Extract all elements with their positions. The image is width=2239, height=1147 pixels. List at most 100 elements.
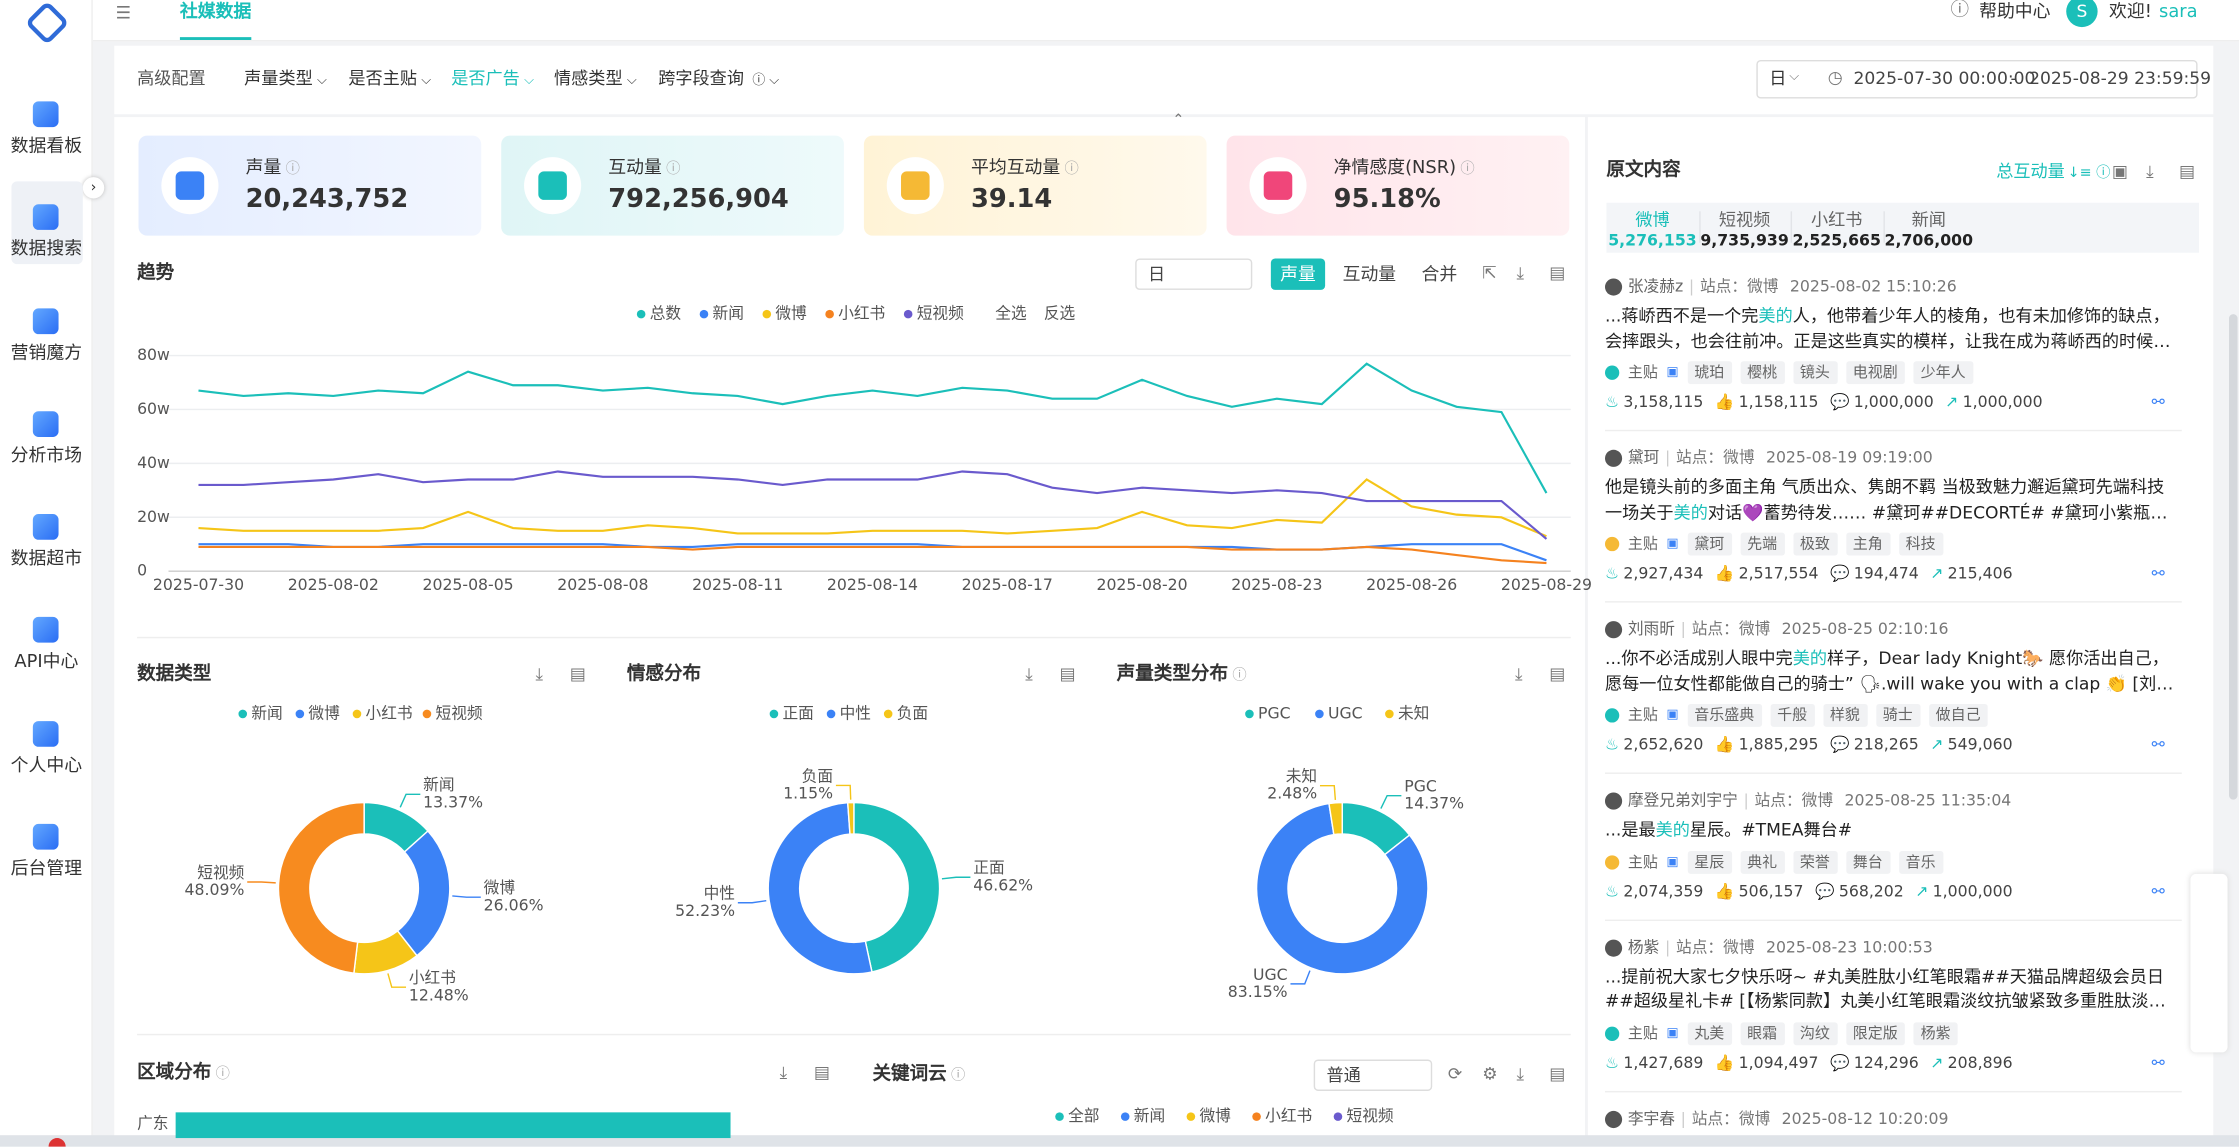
filter-dropdown[interactable]: 跨字段查询 ⓘ ⌵ — [658, 68, 780, 89]
tag[interactable]: 千般 — [1769, 703, 1815, 727]
post-author[interactable]: 摩登兄弟刘宇宁 — [1627, 791, 1738, 810]
tab-label[interactable]: 新闻 — [1911, 209, 1946, 230]
doc-icon[interactable]: ▤ — [813, 1062, 831, 1083]
nav-item[interactable]: 数据看板 — [10, 134, 83, 156]
post-author[interactable]: 刘雨昕 — [1627, 619, 1675, 639]
filter-dropdown[interactable]: 情感类型 ⌵ — [554, 68, 637, 89]
separator: | — [1743, 791, 1749, 810]
doc-icon[interactable]: ▤ — [1549, 262, 1566, 283]
tag[interactable]: 典礼 — [1739, 850, 1785, 874]
tag[interactable]: 杨紫 — [1913, 1021, 1958, 1045]
link-icon[interactable]: ⚯ — [2151, 1053, 2165, 1072]
nav-item[interactable]: 后台管理 — [10, 856, 83, 879]
tab-label[interactable]: 小红书 — [1810, 209, 1863, 230]
collapse-caret[interactable]: ⌃ — [1172, 112, 1185, 129]
download-icon[interactable]: ⤓ — [779, 1062, 788, 1083]
tag[interactable]: 骑士 — [1875, 703, 1920, 727]
post-stats: ♨ 2,074,359 👍 506,157 💬 568,202 ↗ 1,000,000 ⚯ — [1605, 879, 2176, 905]
stat-icon: 💬 — [1829, 735, 1850, 754]
tag[interactable]: 樱桃 — [1739, 361, 1785, 385]
export-icon[interactable]: ⇱ — [1482, 262, 1497, 283]
nav-item[interactable]: 数据超市 — [10, 546, 83, 569]
doc-icon[interactable]: ▤ — [1549, 1063, 1566, 1084]
tag[interactable]: 眼霜 — [1739, 1021, 1785, 1045]
advanced-config[interactable]: 高级配置 — [137, 68, 206, 89]
help-icon[interactable]: ⓘ — [1950, 0, 1970, 22]
download-icon[interactable]: ⤓ — [1025, 663, 1033, 684]
mode-button[interactable]: 互动量 — [1342, 262, 1397, 285]
doc-icon[interactable]: ▤ — [2179, 161, 2196, 182]
doc-icon[interactable]: ▤ — [1549, 663, 1566, 684]
nav-item[interactable]: 分析市场 — [10, 444, 83, 466]
download-icon[interactable]: ⤓ — [1516, 1063, 1525, 1084]
tag[interactable]: 镜头 — [1792, 361, 1838, 385]
nav-item[interactable]: 个人中心 — [10, 753, 83, 776]
link-icon[interactable]: ⚯ — [2151, 735, 2165, 754]
post-author[interactable]: 张凌赫z — [1627, 277, 1684, 296]
clock-icon[interactable]: ◷ — [1827, 67, 1843, 88]
collapse-button[interactable]: › — [82, 177, 105, 199]
tab-label[interactable]: 微博 — [1635, 209, 1670, 230]
tag[interactable]: 黛珂 — [1687, 532, 1732, 556]
tag[interactable]: 荣誉 — [1792, 850, 1838, 874]
chevron[interactable]: ⌵ — [1789, 69, 1799, 85]
download-icon[interactable]: ⤓ — [535, 663, 544, 684]
sort-button[interactable]: 总互动量 ↓≡ ⓘ — [1996, 161, 2111, 182]
download-icon[interactable]: ⤓ — [1516, 262, 1525, 283]
date-start[interactable]: 2025-07-30 00:00:00 — [1853, 68, 2036, 89]
tag[interactable]: 极致 — [1792, 532, 1838, 556]
granularity[interactable]: 日 — [1769, 68, 1787, 89]
post-author[interactable]: 李宇春 — [1627, 1108, 1675, 1128]
tab[interactable]: 社媒数据 — [179, 0, 252, 40]
filter-dropdown[interactable]: 是否广告 ⌵ — [451, 68, 534, 89]
tag[interactable]: 样貌 — [1822, 703, 1868, 727]
help-link[interactable]: 帮助中心 — [1979, 0, 2051, 22]
doc-icon[interactable]: ▤ — [1059, 663, 1076, 684]
settings-icon[interactable]: ⚙ — [1482, 1063, 1498, 1084]
granularity-select[interactable]: 日 — [1135, 258, 1253, 290]
post-tags: 主贴 ▣ 丸美 眼霜 沟纹 限定版 杨紫 — [1604, 1020, 2182, 1046]
mode-button[interactable]: 合并 — [1421, 262, 1458, 285]
link-icon[interactable]: ⚯ — [2151, 392, 2165, 412]
user-name[interactable]: sara — [2159, 0, 2198, 22]
tag[interactable]: 主角 — [1845, 532, 1890, 556]
kpi-label: 净情感度(NSR) ⓘ — [1333, 155, 1475, 178]
filter-dropdown[interactable]: 是否主贴 ⌵ — [348, 68, 432, 89]
tag[interactable]: 科技 — [1898, 532, 1943, 556]
date-end[interactable]: 2025-08-29 23:59:59 — [2029, 68, 2212, 89]
tag[interactable]: 电视剧 — [1845, 361, 1905, 385]
nav-item[interactable]: 营销魔方 — [10, 341, 83, 363]
mode-button[interactable]: 声量 — [1270, 258, 1326, 290]
download-icon[interactable]: ⤓ — [2146, 161, 2154, 182]
post-author[interactable]: 黛珂 — [1627, 448, 1660, 467]
link-icon[interactable]: ⚯ — [2151, 564, 2165, 583]
tag[interactable]: 沟纹 — [1792, 1021, 1838, 1045]
post-author[interactable]: 杨紫 — [1627, 937, 1660, 956]
nav-item[interactable]: 数据搜索 — [10, 237, 83, 259]
mode-select[interactable]: 普通 — [1313, 1059, 1433, 1091]
tag[interactable]: 音乐 — [1898, 850, 1943, 874]
tag[interactable]: 音乐盛典 — [1687, 703, 1762, 727]
menu-icon[interactable]: ☰ — [115, 2, 132, 23]
filter-dropdown[interactable]: 声量类型 ⌵ — [244, 68, 327, 89]
avatar[interactable]: S — [2066, 0, 2098, 28]
link-icon[interactable]: ⚯ — [2151, 881, 2165, 901]
sentiment-icon — [1604, 1025, 1620, 1041]
tag[interactable]: 丸美 — [1687, 1021, 1732, 1045]
tag[interactable]: 琥珀 — [1687, 361, 1732, 385]
tag[interactable]: 星辰 — [1687, 850, 1732, 874]
tag[interactable]: 做自己 — [1928, 703, 1988, 727]
tag[interactable]: 限定版 — [1845, 1021, 1905, 1045]
tab-label[interactable]: 短视频 — [1718, 209, 1771, 230]
stat-icon: ↗ — [1930, 1053, 1944, 1072]
tag[interactable]: 少年人 — [1913, 361, 1973, 385]
post-header: 黛珂 | 站点：微博 2025-08-19 09:19:00 — [1604, 447, 2182, 470]
refresh-icon[interactable]: ⟳ — [1447, 1063, 1463, 1084]
nav-item[interactable]: API中心 — [14, 649, 79, 672]
image-icon[interactable]: ▣ — [2111, 161, 2129, 182]
chevron: ⌵ — [626, 74, 637, 89]
download-icon[interactable]: ⤓ — [1515, 663, 1523, 684]
doc-icon[interactable]: ▤ — [569, 663, 586, 684]
tag[interactable]: 先端 — [1739, 532, 1785, 556]
tag[interactable]: 舞台 — [1845, 850, 1890, 874]
